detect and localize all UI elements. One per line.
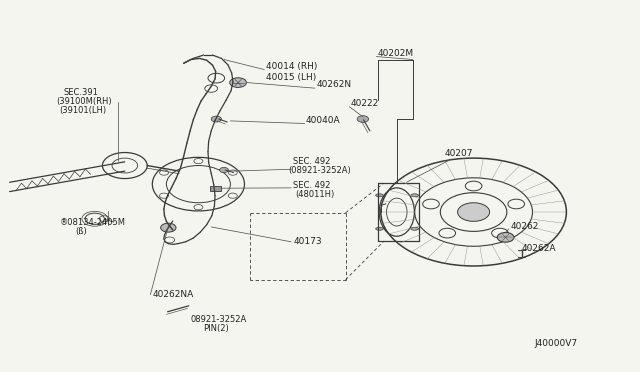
Circle shape — [211, 116, 221, 122]
Circle shape — [161, 223, 176, 232]
Circle shape — [492, 228, 508, 238]
Text: J40000V7: J40000V7 — [534, 339, 577, 348]
Circle shape — [228, 170, 237, 175]
FancyBboxPatch shape — [210, 186, 221, 191]
Text: 40015 (LH): 40015 (LH) — [266, 73, 316, 82]
Circle shape — [159, 193, 168, 198]
Ellipse shape — [376, 227, 383, 230]
Text: 40040A: 40040A — [306, 116, 340, 125]
Circle shape — [208, 73, 225, 83]
Text: 40173: 40173 — [293, 237, 322, 246]
Text: 40262: 40262 — [511, 222, 539, 231]
Circle shape — [422, 199, 439, 209]
Ellipse shape — [376, 194, 383, 197]
Text: 40202M: 40202M — [378, 49, 413, 58]
Circle shape — [230, 78, 246, 87]
Text: (39100M(RH): (39100M(RH) — [56, 97, 112, 106]
Text: 40222: 40222 — [351, 99, 379, 108]
Text: 40262A: 40262A — [522, 244, 556, 253]
Text: SEC. 492: SEC. 492 — [293, 157, 330, 166]
Text: (08921-3252A): (08921-3252A) — [288, 166, 351, 175]
Text: SEC.391: SEC.391 — [64, 88, 99, 97]
Circle shape — [194, 205, 203, 210]
Text: 40207: 40207 — [445, 149, 474, 158]
Circle shape — [440, 193, 507, 231]
Circle shape — [220, 167, 228, 173]
Circle shape — [465, 181, 482, 191]
Text: (ß): (ß) — [76, 227, 87, 236]
Text: (48011H): (48011H) — [296, 190, 335, 199]
Circle shape — [458, 203, 490, 221]
Circle shape — [228, 193, 237, 198]
Text: PIN(2): PIN(2) — [204, 324, 229, 333]
Ellipse shape — [411, 194, 419, 197]
Circle shape — [194, 158, 203, 164]
Text: 40262NA: 40262NA — [152, 291, 193, 299]
Circle shape — [439, 228, 456, 238]
Text: 40014 (RH): 40014 (RH) — [266, 62, 317, 71]
Circle shape — [164, 237, 175, 243]
Text: (39101(LH): (39101(LH) — [60, 106, 107, 115]
Text: 40262N: 40262N — [317, 80, 352, 89]
Text: ®08134-2405M: ®08134-2405M — [60, 218, 125, 227]
Circle shape — [497, 232, 514, 242]
Text: 08921-3252A: 08921-3252A — [191, 315, 247, 324]
Circle shape — [508, 199, 525, 209]
Circle shape — [205, 85, 218, 92]
Circle shape — [159, 170, 168, 175]
Text: SEC. 492: SEC. 492 — [293, 181, 330, 190]
Ellipse shape — [411, 227, 419, 230]
Circle shape — [357, 116, 369, 122]
